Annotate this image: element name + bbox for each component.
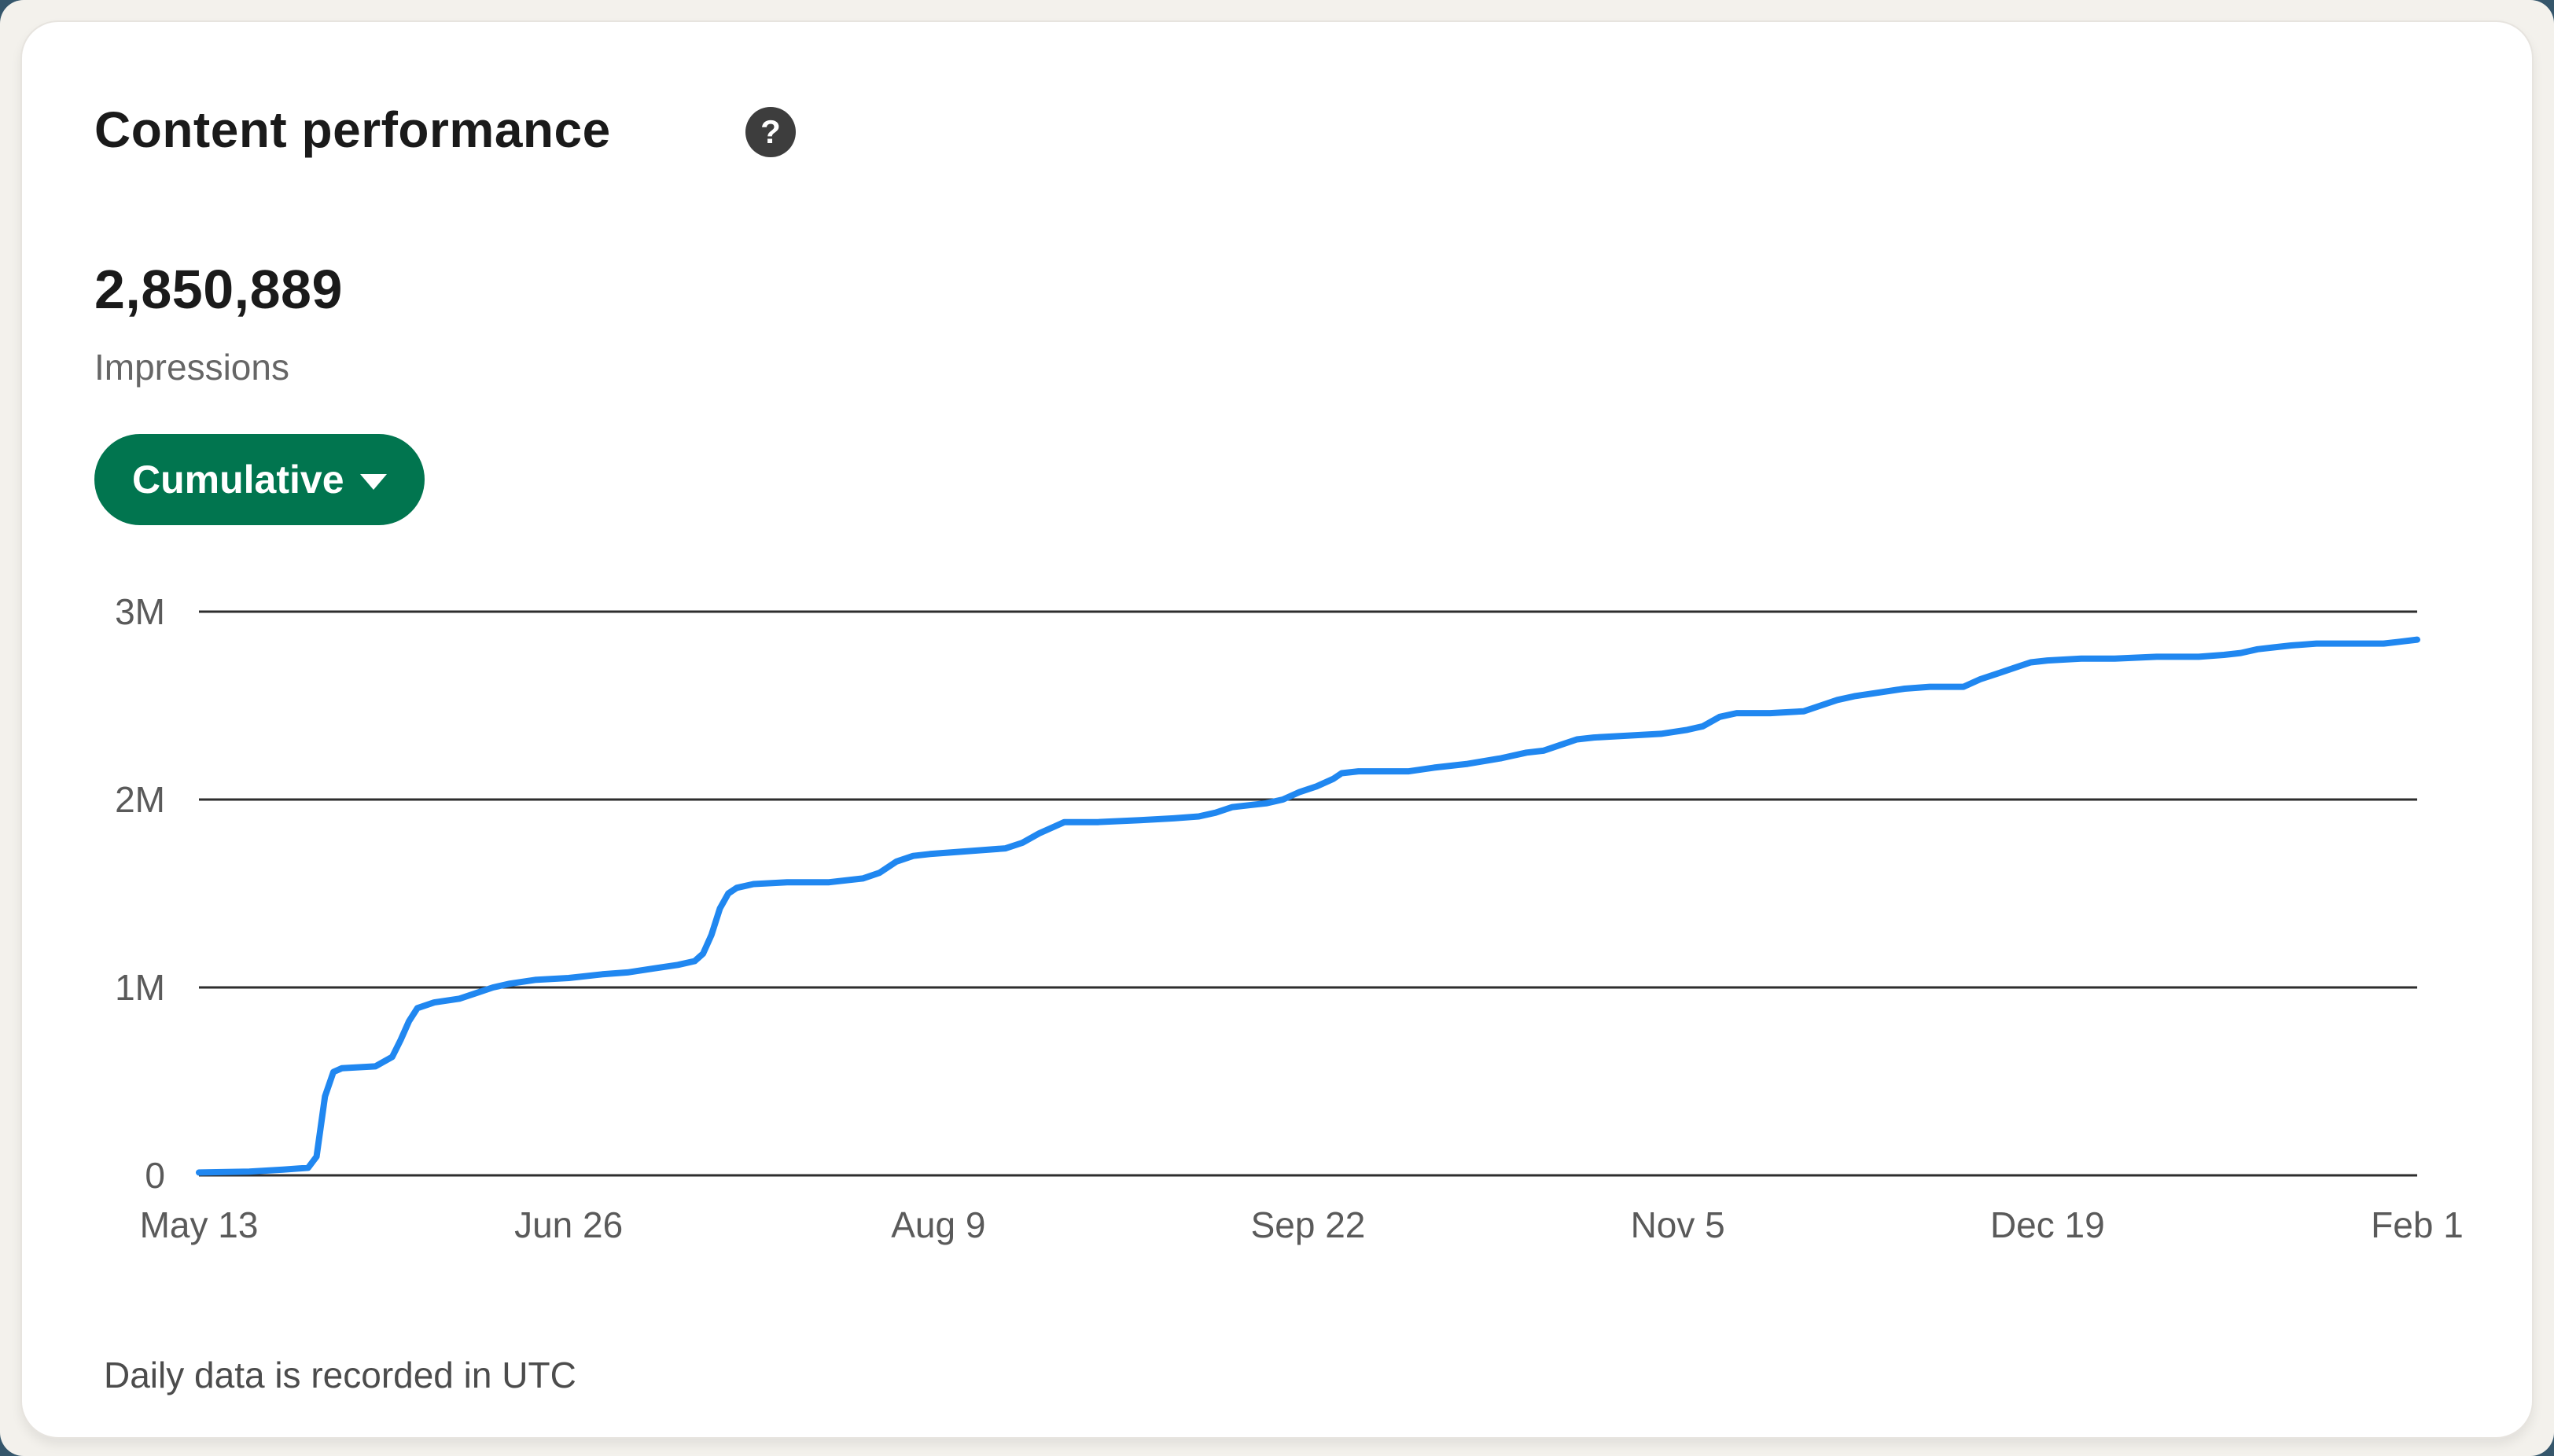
page-title: Content performance	[94, 101, 611, 158]
cumulative-dropdown-button[interactable]: Cumulative	[94, 434, 425, 525]
impressions-line	[196, 636, 2420, 1176]
y-tick-label: 1M	[115, 967, 165, 1008]
x-tick-label: Jun 26	[514, 1204, 624, 1245]
cumulative-dropdown-label: Cumulative	[132, 458, 344, 502]
impressions-label: Impressions	[94, 347, 289, 388]
x-tick-label: May 13	[139, 1204, 259, 1245]
utc-footnote: Daily data is recorded in UTC	[104, 1355, 576, 1395]
question-mark-glyph: ?	[760, 113, 781, 150]
y-tick-label: 3M	[115, 591, 165, 632]
gridlines	[199, 610, 2417, 1177]
x-tick-label: Aug 9	[891, 1204, 986, 1245]
impressions-count: 2,850,889	[94, 259, 343, 320]
x-tick-label: Feb 1	[2371, 1204, 2464, 1245]
help-icon[interactable]: ?	[745, 107, 796, 157]
x-tick-label: Dec 19	[1989, 1204, 2105, 1245]
content-performance-card	[20, 20, 2534, 1439]
y-tick-label: 0	[145, 1155, 165, 1196]
y-tick-label: 2M	[115, 779, 165, 820]
x-tick-label: Nov 5	[1630, 1204, 1725, 1245]
x-tick-label: Sep 22	[1250, 1204, 1366, 1245]
chevron-down-icon	[359, 474, 387, 490]
